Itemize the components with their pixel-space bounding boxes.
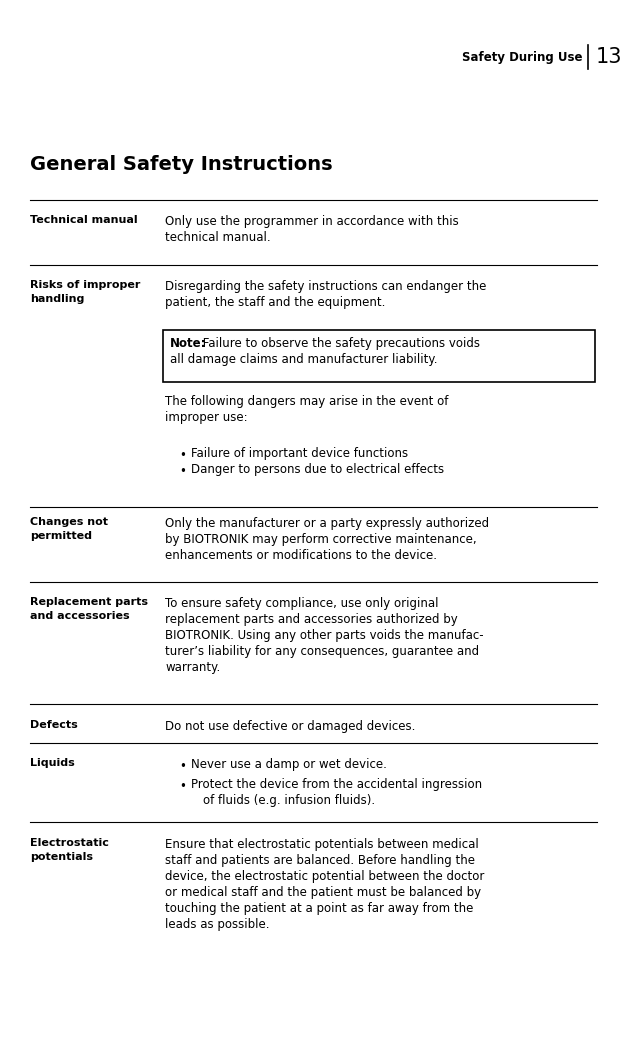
- Text: staff and patients are balanced. Before handling the: staff and patients are balanced. Before …: [165, 854, 475, 867]
- Text: 13: 13: [596, 48, 623, 67]
- Text: Safety During Use: Safety During Use: [461, 51, 582, 63]
- Text: replacement parts and accessories authorized by: replacement parts and accessories author…: [165, 612, 458, 626]
- Text: Failure to observe the safety precautions voids: Failure to observe the safety precaution…: [199, 337, 480, 350]
- Text: Replacement parts: Replacement parts: [30, 597, 148, 607]
- Text: permitted: permitted: [30, 531, 92, 541]
- Text: improper use:: improper use:: [165, 411, 248, 425]
- Text: •: •: [179, 449, 186, 463]
- Text: BIOTRONIK. Using any other parts voids the manufac-: BIOTRONIK. Using any other parts voids t…: [165, 629, 483, 642]
- Text: enhancements or modifications to the device.: enhancements or modifications to the dev…: [165, 549, 437, 562]
- Text: touching the patient at a point as far away from the: touching the patient at a point as far a…: [165, 902, 473, 914]
- Text: Liquids: Liquids: [30, 758, 75, 768]
- Text: Defects: Defects: [30, 720, 78, 730]
- Text: leads as possible.: leads as possible.: [165, 918, 270, 931]
- Text: patient, the staff and the equipment.: patient, the staff and the equipment.: [165, 296, 386, 309]
- Text: of fluids (e.g. infusion fluids).: of fluids (e.g. infusion fluids).: [203, 794, 375, 807]
- Text: Ensure that electrostatic potentials between medical: Ensure that electrostatic potentials bet…: [165, 838, 479, 851]
- Text: Electrostatic: Electrostatic: [30, 838, 109, 848]
- Text: Never use a damp or wet device.: Never use a damp or wet device.: [191, 758, 387, 771]
- Text: and accessories: and accessories: [30, 611, 130, 621]
- Text: technical manual.: technical manual.: [165, 231, 271, 244]
- Text: Risks of improper: Risks of improper: [30, 280, 140, 290]
- Text: •: •: [179, 465, 186, 478]
- Text: or medical staff and the patient must be balanced by: or medical staff and the patient must be…: [165, 886, 481, 899]
- Text: by BIOTRONIK may perform corrective maintenance,: by BIOTRONIK may perform corrective main…: [165, 533, 477, 546]
- Text: •: •: [179, 760, 186, 773]
- Text: Failure of important device functions: Failure of important device functions: [191, 447, 408, 460]
- Text: Note:: Note:: [170, 337, 206, 350]
- Text: Technical manual: Technical manual: [30, 215, 137, 225]
- Text: device, the electrostatic potential between the doctor: device, the electrostatic potential betw…: [165, 870, 485, 883]
- Text: The following dangers may arise in the event of: The following dangers may arise in the e…: [165, 395, 448, 408]
- Text: potentials: potentials: [30, 852, 93, 862]
- Text: •: •: [179, 780, 186, 793]
- Text: all damage claims and manufacturer liability.: all damage claims and manufacturer liabi…: [170, 353, 438, 366]
- Text: Protect the device from the accidental ingression: Protect the device from the accidental i…: [191, 778, 482, 791]
- Text: Disregarding the safety instructions can endanger the: Disregarding the safety instructions can…: [165, 280, 487, 293]
- Text: Only use the programmer in accordance with this: Only use the programmer in accordance wi…: [165, 215, 459, 228]
- Text: Changes not: Changes not: [30, 517, 108, 527]
- Text: General Safety Instructions: General Safety Instructions: [30, 155, 333, 174]
- Text: warranty.: warranty.: [165, 661, 220, 674]
- Text: Do not use defective or damaged devices.: Do not use defective or damaged devices.: [165, 720, 415, 733]
- Text: Only the manufacturer or a party expressly authorized: Only the manufacturer or a party express…: [165, 517, 489, 530]
- Text: Danger to persons due to electrical effects: Danger to persons due to electrical effe…: [191, 463, 444, 476]
- Text: To ensure safety compliance, use only original: To ensure safety compliance, use only or…: [165, 597, 438, 610]
- Text: handling: handling: [30, 294, 85, 304]
- Bar: [163, 329, 595, 382]
- Text: turer’s liability for any consequences, guarantee and: turer’s liability for any consequences, …: [165, 645, 479, 658]
